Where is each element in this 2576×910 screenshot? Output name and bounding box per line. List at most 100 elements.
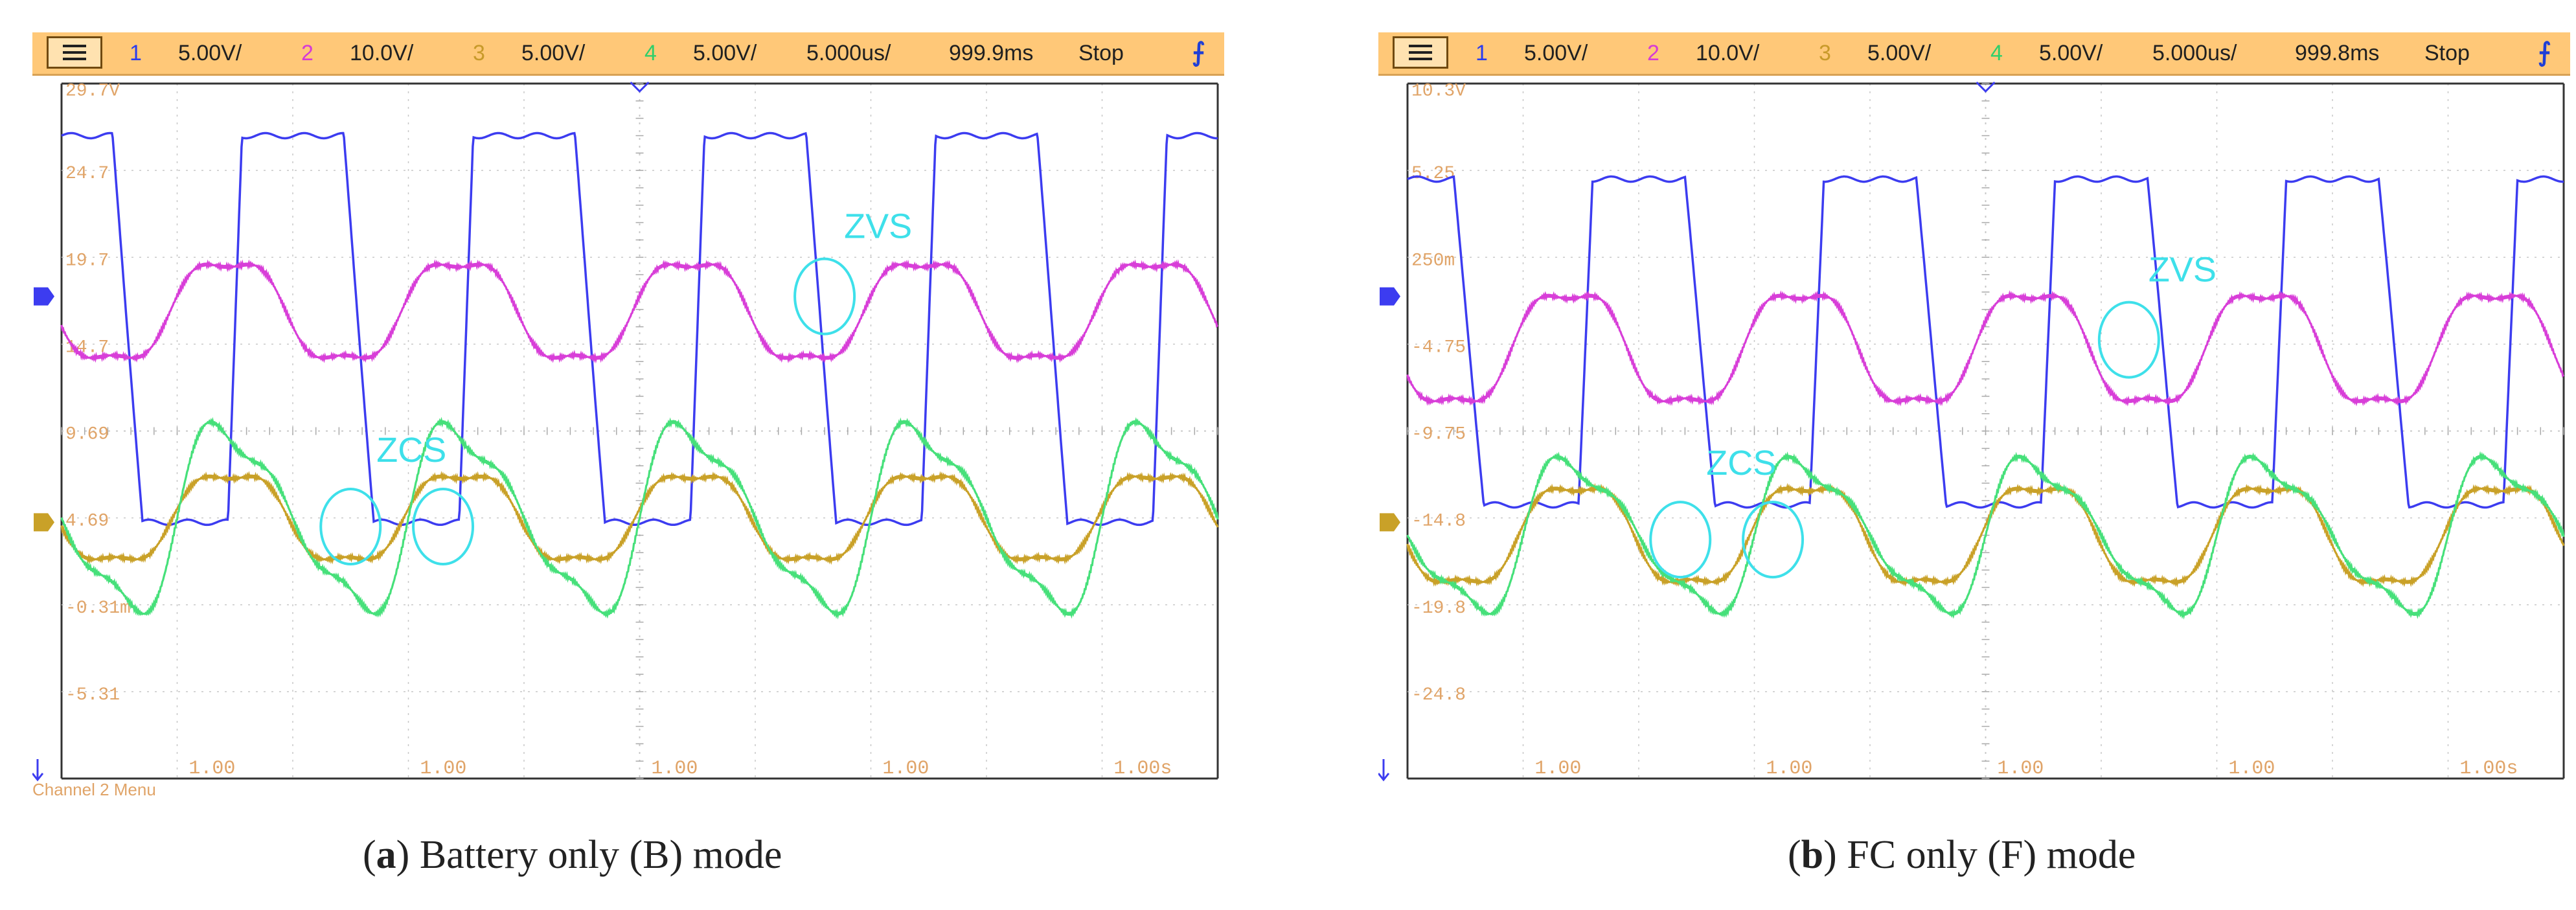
waveforms — [1406, 175, 2565, 620]
series-channel-2 — [60, 259, 1219, 364]
trigger-delay[interactable]: 999.9ms — [949, 41, 1034, 65]
channel-2-scale[interactable]: 10.0V/ — [1696, 41, 1760, 65]
reference-label: 29.7V — [65, 82, 120, 102]
time-label: 1.00s — [2459, 758, 2518, 780]
channel-1-number[interactable]: 1 — [130, 41, 142, 65]
time-label: 1.00 — [188, 758, 235, 780]
menu-icon — [1409, 45, 1432, 47]
run-state[interactable]: Stop — [2424, 41, 2470, 65]
trigger-level-marker — [32, 759, 44, 782]
reference-label: 4.69 — [65, 512, 109, 532]
annotations: ZVS ZCS — [1649, 251, 2217, 579]
reference-label: 250m — [1411, 251, 1455, 271]
run-state[interactable]: Stop — [1078, 41, 1124, 65]
reference-label: -9.75 — [1411, 425, 1466, 445]
reference-labels: 10.3V5.25250m-4.75-9.75-14.8-19.8-24.81.… — [1411, 82, 2518, 780]
graticule — [60, 82, 1219, 780]
reference-label: 19.7 — [65, 251, 109, 271]
reference-label: -24.8 — [1411, 685, 1466, 705]
trigger-edge-icon[interactable]: ⨍ — [1192, 38, 1205, 67]
channel-2-number[interactable]: 2 — [301, 41, 313, 65]
series-channel-4 — [1406, 451, 2565, 620]
menu-button[interactable] — [47, 36, 102, 69]
reference-label: 10.3V — [1411, 82, 1466, 102]
annotation-circle — [793, 257, 856, 336]
trigger-delay[interactable]: 999.8ms — [2295, 41, 2380, 65]
reference-label: -5.31 — [65, 685, 120, 705]
channel-1-scale[interactable]: 5.00V/ — [178, 41, 242, 65]
waveforms — [60, 131, 1219, 620]
channel-3-number[interactable]: 3 — [473, 41, 485, 65]
time-label: 1.00 — [1766, 758, 1812, 780]
annotation-label: ZVS — [844, 207, 912, 246]
series-channel-1 — [1407, 175, 2564, 509]
annotation-circle — [2097, 301, 2160, 379]
annotation-circle — [1649, 501, 1712, 579]
time-label: 1.00s — [1113, 758, 1172, 780]
caption-letter: b — [1801, 833, 1824, 877]
channel-3-ground-marker — [34, 513, 54, 532]
caption-letter: a — [376, 833, 396, 877]
channel-4-number[interactable]: 4 — [1990, 41, 2003, 65]
time-label: 1.00 — [1997, 758, 2044, 780]
plot-background — [32, 76, 1224, 797]
channel-1-scale[interactable]: 5.00V/ — [1524, 41, 1588, 65]
oscilloscope-panel-a: 1 5.00V/ 2 10.0V/ 3 5.00V/ 4 5.00V/ 5.00… — [32, 32, 1224, 797]
channel-4-scale[interactable]: 5.00V/ — [693, 41, 757, 65]
reference-label: -14.8 — [1411, 512, 1466, 532]
waveform-plot: 29.7V24.719.714.79.694.69-0.31m-5.311.00… — [32, 76, 1224, 797]
graticule — [1406, 82, 2565, 780]
caption-a: (a) Battery only (B) mode — [363, 833, 782, 877]
channel-4-scale[interactable]: 5.00V/ — [2039, 41, 2103, 65]
channel-3-scale[interactable]: 5.00V/ — [1867, 41, 1932, 65]
scope-toolbar: 1 5.00V/ 2 10.0V/ 3 5.00V/ 4 5.00V/ 5.00… — [32, 32, 1224, 76]
annotation-circle — [1742, 501, 1805, 579]
channel-3-ground-marker — [1380, 513, 1400, 532]
annotation-label: ZVS — [2149, 251, 2217, 290]
scope-toolbar: 1 5.00V/ 2 10.0V/ 3 5.00V/ 4 5.00V/ 5.00… — [1378, 32, 2570, 76]
waveform-plot: 10.3V5.25250m-4.75-9.75-14.8-19.8-24.81.… — [1378, 76, 2570, 797]
annotations: ZVS ZCS — [319, 207, 912, 566]
channel-4-number[interactable]: 4 — [644, 41, 657, 65]
annotation-circle — [319, 488, 382, 566]
reference-labels: 29.7V24.719.714.79.694.69-0.31m-5.311.00… — [32, 82, 1172, 797]
menu-icon — [63, 45, 86, 47]
reference-label: 9.69 — [65, 425, 109, 445]
channel-1-number[interactable]: 1 — [1476, 41, 1488, 65]
trigger-position-marker — [630, 81, 650, 93]
time-label: 1.00 — [420, 758, 466, 780]
menu-button[interactable] — [1393, 36, 1448, 69]
channel-3-number[interactable]: 3 — [1819, 41, 1831, 65]
plot-background — [1378, 76, 2570, 797]
status-text: Channel 2 Menu — [32, 780, 156, 797]
annotation-circle — [412, 488, 475, 566]
reference-label: 24.7 — [65, 164, 109, 184]
time-label: 1.00 — [1534, 758, 1581, 780]
time-label: 1.00 — [651, 758, 698, 780]
caption-b: (b) FC only (F) mode — [1788, 833, 2136, 877]
oscilloscope-panel-b: 1 5.00V/ 2 10.0V/ 3 5.00V/ 4 5.00V/ 5.00… — [1378, 32, 2570, 797]
channel-1-ground-marker — [34, 287, 54, 306]
time-label: 1.00 — [882, 758, 929, 780]
channel-markers — [1378, 81, 1996, 782]
series-channel-2 — [1406, 290, 2565, 407]
time-label: 1.00 — [2228, 758, 2275, 780]
series-channel-1 — [61, 131, 1218, 527]
timebase[interactable]: 5.000us/ — [2152, 41, 2237, 65]
channel-1-ground-marker — [1380, 287, 1400, 306]
timebase[interactable]: 5.000us/ — [806, 41, 891, 65]
reference-label: -19.8 — [1411, 598, 1466, 619]
annotation-label: ZCS — [376, 431, 446, 470]
trigger-edge-icon[interactable]: ⨍ — [2538, 38, 2551, 67]
scope-screen: 29.7V 24.7 19.7 14.7 9.69 4.69 -0.31m -5.31 1.00… — [32, 76, 1224, 797]
caption-text: FC only (F) mode — [1847, 833, 2136, 877]
series-channel-4 — [60, 416, 1219, 620]
caption-text: Battery only (B) mode — [419, 833, 782, 877]
trigger-position-marker — [1976, 81, 1996, 93]
channel-2-number[interactable]: 2 — [1647, 41, 1659, 65]
channel-3-scale[interactable]: 5.00V/ — [521, 41, 586, 65]
channel-markers — [32, 81, 650, 782]
series-channel-3 — [60, 470, 1219, 565]
channel-2-scale[interactable]: 10.0V/ — [350, 41, 414, 65]
reference-label: -4.75 — [1411, 337, 1466, 358]
